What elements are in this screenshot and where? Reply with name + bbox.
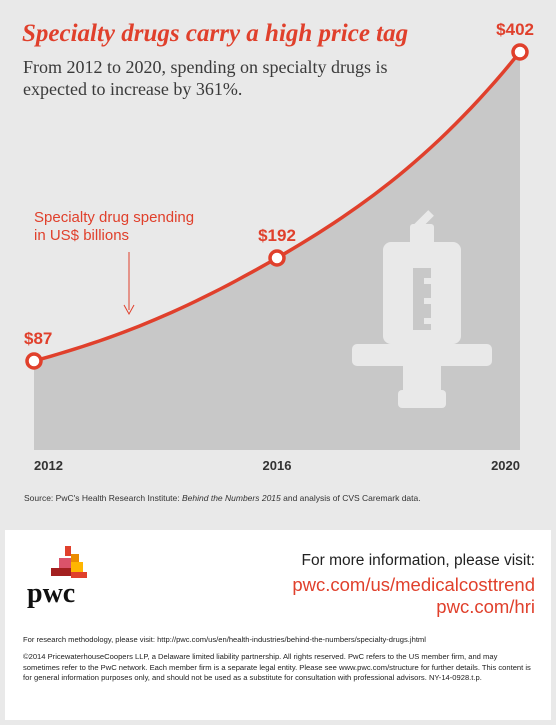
syringe-icon [352,210,492,408]
annotation-line-1: Specialty drug spending [34,209,194,226]
value-label-2016: $192 [258,226,296,245]
spending-chart: $87 $192 $402 2012 2016 2020 Specialty drug … [24,20,534,473]
chart-subtitle: From 2012 to 2020, spending on specialty… [23,57,388,99]
more-info-text: For more information, please visit: [301,552,535,569]
x-tick-2012: 2012 [34,458,63,473]
source-prefix: Source: PwC's Health Research Institute: [24,493,182,503]
data-point-2012 [25,352,43,370]
infographic-chart-panel: $87 $192 $402 2012 2016 2020 Specialty drug … [22,20,534,503]
data-point-2020 [511,43,529,61]
x-tick-2016: 2016 [263,458,292,473]
source-title: Behind the Numbers 2015 [182,493,281,503]
annotation: Specialty drug spending in US$ billions [34,209,194,316]
methodology-note: For research methodology, please visit: … [23,635,426,644]
link-medical-cost-trend[interactable]: pwc.com/us/medicalcosttrend [292,574,535,595]
value-label-2012: $87 [24,329,52,348]
chart-title: Specialty drugs carry a high price tag [22,20,409,47]
source-note: Source: PwC's Health Research Institute:… [24,493,421,503]
source-suffix: and analysis of CVS Caremark data. [280,493,421,503]
legal-text: ©2014 PricewaterhouseCoopers LLP, a Dela… [23,652,531,683]
logo-text: pwc [27,578,75,609]
data-point-2016 [268,249,286,267]
link-hri[interactable]: pwc.com/hri [436,596,535,617]
arrow-head-icon [123,304,135,316]
footer-panel: pwc For more information, please visit: … [5,530,551,720]
annotation-line-2: in US$ billions [34,227,129,244]
x-tick-2020: 2020 [491,458,520,473]
pwc-logo: pwc [27,546,87,609]
value-label-2020: $402 [496,20,534,39]
